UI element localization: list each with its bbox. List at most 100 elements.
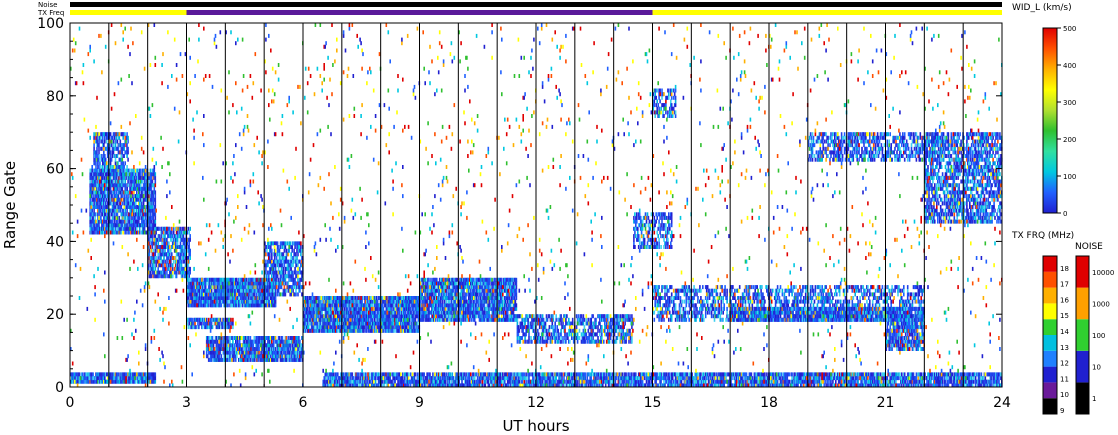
data-cell xyxy=(180,230,183,235)
data-cell xyxy=(299,259,301,264)
data-cell xyxy=(202,303,204,308)
data-cell xyxy=(192,288,194,293)
data-cell xyxy=(284,241,287,246)
data-cell xyxy=(252,292,255,297)
data-cell xyxy=(132,208,134,213)
data-cell xyxy=(279,256,282,260)
data-cell xyxy=(145,179,148,184)
data-cell xyxy=(119,168,122,173)
data-cell xyxy=(157,237,159,242)
data-cell xyxy=(104,205,106,209)
data-cell xyxy=(108,215,111,220)
data-cell xyxy=(256,281,258,286)
data-cell xyxy=(222,343,224,348)
data-cell xyxy=(137,219,139,224)
data-cell xyxy=(249,299,252,304)
data-cell xyxy=(121,376,124,381)
data-cell xyxy=(118,143,121,148)
data-cell xyxy=(98,172,100,177)
data-cell xyxy=(102,186,104,191)
data-cell xyxy=(214,317,217,322)
data-cell xyxy=(124,223,126,228)
data-cell xyxy=(122,175,124,180)
data-cell xyxy=(122,190,124,195)
data-cell xyxy=(184,256,187,260)
data-cell xyxy=(210,299,213,304)
data-cell xyxy=(154,252,157,257)
data-cell xyxy=(131,205,133,209)
data-cell xyxy=(120,194,123,199)
data-cell xyxy=(118,226,121,231)
data-cell xyxy=(256,285,258,290)
data-cell xyxy=(271,256,273,260)
data-cell xyxy=(217,285,220,290)
data-cell xyxy=(243,288,246,293)
data-cell xyxy=(217,281,220,286)
data-cell xyxy=(113,219,116,224)
data-cell xyxy=(124,168,126,173)
data-cell xyxy=(175,266,178,271)
data-cell xyxy=(104,212,106,217)
data-cell xyxy=(232,299,234,304)
data-cell xyxy=(217,325,220,330)
data-cell xyxy=(209,350,212,355)
data-cell xyxy=(89,186,91,191)
data-cell xyxy=(262,288,264,293)
data-cell xyxy=(233,350,235,355)
data-cell xyxy=(163,270,165,275)
data-cell xyxy=(393,303,395,308)
data-cell xyxy=(393,328,395,333)
data-cell xyxy=(199,317,201,322)
data-cell xyxy=(100,376,102,381)
data-cell xyxy=(97,175,99,180)
data-cell xyxy=(113,146,116,151)
data-cell xyxy=(91,379,93,384)
data-cell xyxy=(105,215,108,220)
data-cell xyxy=(109,201,112,206)
data-cell xyxy=(93,376,95,381)
data-cell xyxy=(129,215,131,220)
data-cell xyxy=(187,256,190,260)
data-cell xyxy=(190,321,192,326)
data-cell xyxy=(130,201,132,206)
data-cell xyxy=(120,230,123,235)
data-cell xyxy=(100,190,102,195)
data-cell xyxy=(198,325,200,330)
data-cell xyxy=(127,175,129,180)
data-cell xyxy=(100,219,102,224)
data-cell xyxy=(235,299,237,304)
data-cell xyxy=(95,205,97,209)
data-cell xyxy=(364,303,366,308)
data-cell xyxy=(248,281,251,286)
data-cell xyxy=(158,263,160,268)
data-cell xyxy=(120,183,123,188)
data-cell xyxy=(120,197,123,202)
data-cell xyxy=(134,183,136,188)
data-cell xyxy=(367,299,369,304)
data-cell xyxy=(168,252,170,257)
data-cell xyxy=(102,226,104,231)
data-cell xyxy=(144,376,147,381)
data-cell xyxy=(144,194,147,199)
data-cell xyxy=(157,248,159,253)
data-cell xyxy=(150,266,153,271)
data-cell xyxy=(222,285,224,290)
data-cell xyxy=(145,372,148,377)
data-cell xyxy=(122,376,124,381)
data-cell xyxy=(90,372,92,377)
data-cell xyxy=(223,296,225,300)
data-cell xyxy=(209,325,212,330)
data-cell xyxy=(114,157,117,162)
data-cell xyxy=(260,296,262,300)
data-cell xyxy=(116,179,119,184)
data-cell xyxy=(238,277,241,282)
data-cell xyxy=(132,215,134,220)
data-cell xyxy=(138,208,141,213)
data-cell xyxy=(285,256,288,260)
data-cell xyxy=(126,205,128,209)
data-cell xyxy=(124,190,126,195)
data-cell xyxy=(265,277,267,282)
data-cell xyxy=(89,197,91,202)
data-cell xyxy=(244,357,247,362)
data-cell xyxy=(105,208,108,213)
